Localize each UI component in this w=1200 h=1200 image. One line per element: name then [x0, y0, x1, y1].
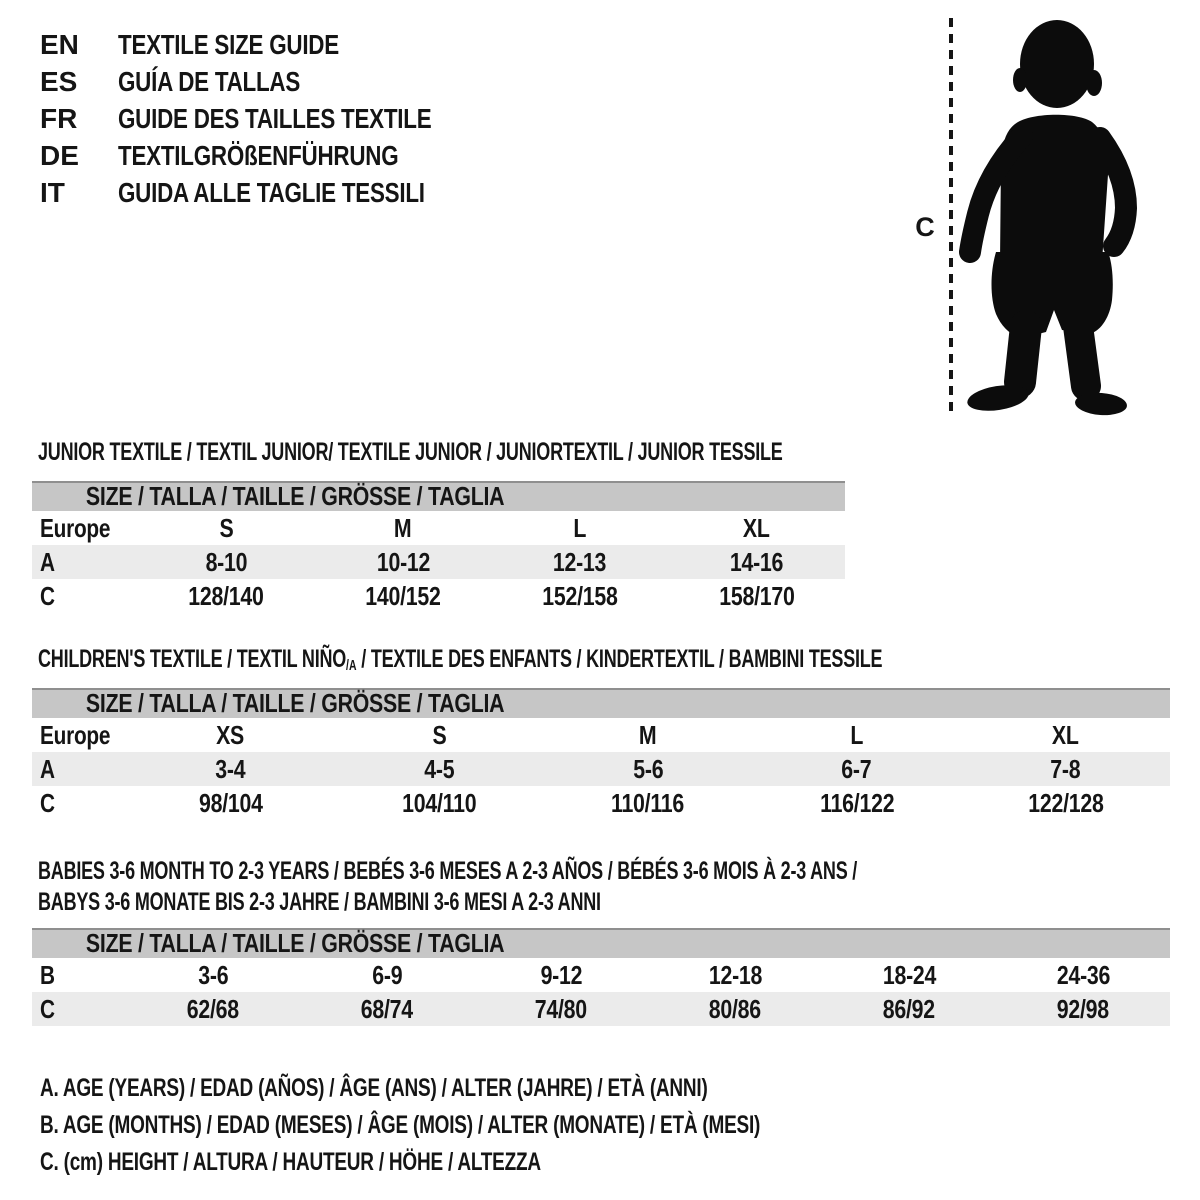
size-cell: 6-7 — [841, 753, 872, 784]
size-cell: 140/152 — [365, 580, 441, 611]
size-cell: XS — [216, 719, 245, 750]
row-label: A — [40, 546, 55, 577]
row-label: Europe — [40, 512, 111, 543]
size-cell: 98/104 — [198, 787, 263, 818]
lang-row-en: EN TEXTILE SIZE GUIDE — [40, 26, 510, 63]
lang-code: IT — [40, 177, 65, 208]
size-cell: 3-4 — [215, 753, 246, 784]
size-cell: 3-6 — [197, 959, 229, 990]
table-row: A 3-4 4-5 5-6 6-7 7-8 — [32, 752, 1170, 786]
size-cell: 8-10 — [205, 546, 248, 577]
lang-code: DE — [40, 140, 79, 171]
size-cell: 122/128 — [1027, 787, 1104, 818]
size-cell: S — [219, 512, 234, 543]
size-cell: 104/110 — [402, 787, 477, 818]
size-cell: 74/80 — [534, 993, 588, 1024]
table-row: Europe XS S M L XL — [32, 718, 1170, 752]
table-row: B 3-6 6-9 9-12 12-18 18-24 24-36 — [32, 958, 1170, 992]
babies-size-table: SIZE / TALLA / TAILLE / GRÖSSE / TAGLIA … — [32, 928, 1170, 1026]
size-cell: L — [850, 719, 864, 750]
lang-code: EN — [40, 29, 79, 60]
language-title-list: EN TEXTILE SIZE GUIDE ES GUÍA DE TALLAS … — [40, 26, 510, 211]
babies-section-heading: BABIES 3-6 MONTH TO 2-3 YEARS / BEBÉS 3-… — [38, 857, 858, 916]
size-cell: 14-16 — [729, 546, 784, 577]
table-row: C 62/68 68/74 74/80 80/86 86/92 92/98 — [32, 992, 1170, 1026]
lang-row-es: ES GUÍA DE TALLAS — [40, 63, 510, 100]
size-cell: 80/86 — [708, 993, 762, 1024]
size-cell: 9-12 — [540, 959, 582, 990]
lang-row-de: DE TEXTILGRÖßENFÜHRUNG — [40, 137, 510, 174]
children-section-heading: CHILDREN'S TEXTILE / TEXTIL NIÑO/A / TEX… — [38, 645, 883, 674]
size-cell: 7-8 — [1050, 753, 1081, 784]
size-cell: 86/92 — [882, 993, 936, 1024]
height-measure-label: C — [915, 212, 935, 242]
row-label: C — [40, 993, 55, 1024]
size-cell: 10-12 — [376, 546, 430, 577]
size-cell: 68/74 — [360, 993, 414, 1024]
size-cell: 62/68 — [186, 993, 240, 1024]
size-cell: L — [573, 512, 587, 543]
table-header-bar: SIZE / TALLA / TAILLE / GRÖSSE / TAGLIA — [32, 481, 845, 511]
size-cell: 6-9 — [371, 959, 403, 990]
size-cell: 24-36 — [1056, 959, 1110, 990]
size-cell: S — [432, 719, 447, 750]
lang-title: GUÍA DE TALLAS — [118, 66, 301, 97]
row-label: C — [40, 580, 55, 611]
junior-size-table: SIZE / TALLA / TAILLE / GRÖSSE / TAGLIA … — [32, 481, 845, 613]
lang-code: FR — [40, 103, 78, 134]
table-header-bar: SIZE / TALLA / TAILLE / GRÖSSE / TAGLIA — [32, 928, 1170, 958]
table-row: C 98/104 104/110 110/116 116/122 122/128 — [32, 786, 1170, 820]
lang-row-it: IT GUIDA ALLE TAGLIE TESSILI — [40, 174, 510, 211]
table-header-bar: SIZE / TALLA / TAILLE / GRÖSSE / TAGLIA — [32, 688, 1170, 718]
heading-subscript: /A — [346, 657, 357, 674]
junior-section-heading: JUNIOR TEXTILE / TEXTIL JUNIOR/ TEXTILE … — [38, 438, 783, 466]
children-size-table: SIZE / TALLA / TAILLE / GRÖSSE / TAGLIA … — [32, 688, 1170, 820]
measure-legend: A. AGE (YEARS) / EDAD (AÑOS) / ÂGE (ANS)… — [40, 1070, 988, 1181]
size-cell: 158/170 — [718, 580, 795, 611]
size-cell: M — [639, 719, 657, 750]
size-cell: 92/98 — [1056, 993, 1110, 1024]
table-row: C 128/140 140/152 152/158 158/170 — [32, 579, 845, 613]
size-cell: 12-13 — [553, 546, 607, 577]
size-cell: 18-24 — [882, 959, 936, 990]
size-cell: XL — [743, 512, 771, 543]
lang-title: TEXTILE SIZE GUIDE — [118, 29, 339, 60]
size-cell: 110/116 — [611, 787, 685, 818]
lang-title: GUIDE DES TAILLES TEXTILE — [118, 103, 432, 134]
legend-line-b: B. AGE (MONTHS) / EDAD (MESES) / ÂGE (MO… — [40, 1111, 761, 1139]
lang-code: ES — [40, 66, 78, 97]
size-cell: 152/158 — [542, 580, 618, 611]
lang-title: TEXTILGRÖßENFÜHRUNG — [118, 140, 399, 171]
legend-line-a: A. AGE (YEARS) / EDAD (AÑOS) / ÂGE (ANS)… — [40, 1074, 708, 1102]
size-cell: XL — [1052, 719, 1079, 750]
row-label: B — [40, 959, 55, 990]
size-cell: 12-18 — [708, 959, 762, 990]
lang-row-fr: FR GUIDE DES TAILLES TEXTILE — [40, 100, 510, 137]
size-cell: 128/140 — [188, 580, 265, 611]
row-label: C — [40, 787, 55, 818]
table-row: Europe S M L XL — [32, 511, 845, 545]
legend-line-c: C. (cm) HEIGHT / ALTURA / HAUTEUR / HÖHE… — [40, 1148, 541, 1176]
size-cell: 116/122 — [819, 787, 894, 818]
baby-silhouette — [949, 18, 1138, 416]
size-cell: M — [394, 512, 412, 543]
row-label: Europe — [40, 719, 111, 750]
table-row: A 8-10 10-12 12-13 14-16 — [32, 545, 845, 579]
row-label: A — [40, 753, 55, 784]
size-cell: 4-5 — [424, 753, 455, 784]
size-cell: 5-6 — [632, 753, 664, 784]
lang-title: GUIDA ALLE TAGLIE TESSILI — [118, 177, 425, 208]
